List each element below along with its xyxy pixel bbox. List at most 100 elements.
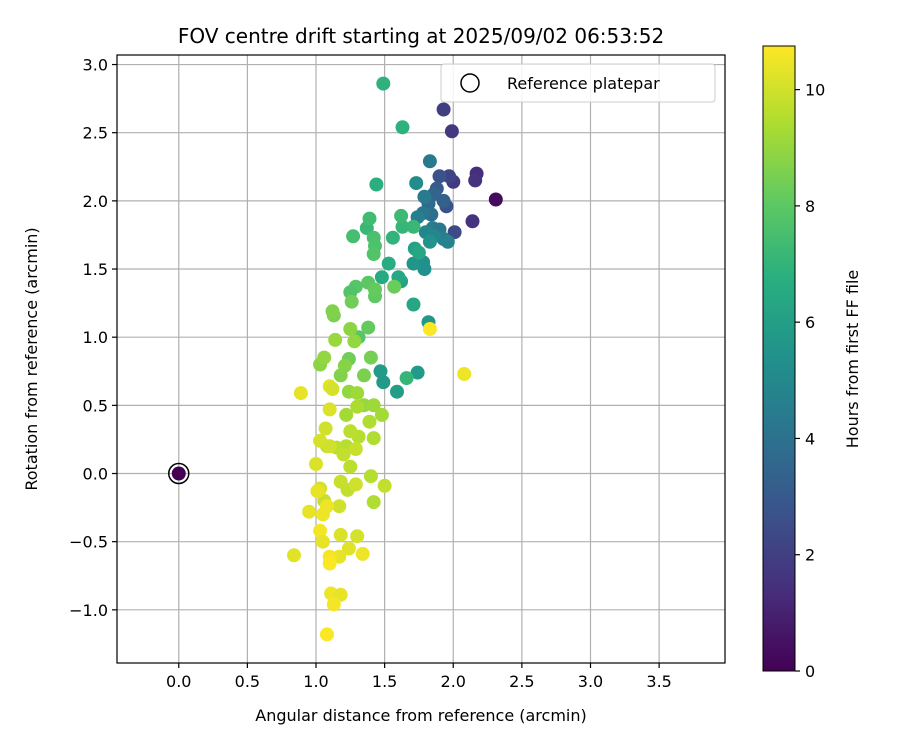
data-point: [376, 375, 391, 390]
data-point: [350, 399, 365, 414]
y-tick-label: 2.0: [83, 192, 108, 211]
data-point: [310, 484, 325, 499]
data-point: [313, 523, 328, 538]
data-point: [287, 548, 301, 563]
y-tick-label: 0.5: [83, 396, 108, 415]
data-point: [411, 245, 426, 260]
y-axis-label: Rotation from reference (arcmin): [22, 227, 41, 490]
y-tick-label: −1.0: [69, 601, 108, 620]
legend-entry-reference: Reference platepar: [507, 74, 660, 93]
legend-marker-icon: [460, 73, 480, 93]
legend-box: [440, 63, 716, 103]
data-point: [366, 431, 381, 446]
data-point: [363, 469, 378, 484]
data-point: [336, 447, 351, 462]
data-point: [390, 384, 404, 399]
reference-marker: [168, 462, 190, 485]
x-tick-label: 2.0: [441, 672, 466, 691]
data-point: [457, 367, 472, 381]
data-point: [362, 211, 377, 226]
y-tick-label: 1.0: [83, 328, 108, 347]
colorbar-ticks: 0 2 4 6 8 10: [795, 81, 825, 681]
colorbar: 0 2 4 6 8 10 Hours from first FF file: [762, 45, 862, 681]
scatter-points: [287, 76, 503, 642]
x-tick-label: 3.5: [646, 672, 671, 691]
data-point: [348, 442, 363, 456]
legend: Reference platepar: [440, 63, 716, 103]
data-point: [436, 102, 451, 117]
data-point: [344, 294, 359, 309]
data-point: [315, 534, 330, 549]
data-point: [465, 214, 480, 229]
data-point: [368, 282, 382, 297]
data-point: [373, 364, 388, 379]
data-point: [399, 371, 414, 386]
data-point: [309, 457, 323, 471]
x-tick-label: 3.0: [578, 672, 603, 691]
data-point: [325, 382, 340, 396]
colorbar-tick-label: 4: [805, 429, 815, 448]
data-point: [333, 527, 348, 542]
data-point: [374, 270, 389, 285]
data-point: [302, 504, 317, 519]
data-point: [488, 192, 503, 207]
data-point: [422, 154, 437, 169]
data-point: [293, 386, 308, 401]
data-point: [444, 124, 459, 139]
data-point: [343, 424, 358, 439]
colorbar-tick-label: 2: [805, 546, 815, 565]
y-tick-label: 2.5: [83, 124, 108, 143]
data-point: [369, 177, 384, 192]
colorbar-tick-label: 0: [805, 662, 815, 681]
data-point: [363, 350, 378, 365]
data-point: [348, 477, 363, 492]
colorbar-tick-label: 6: [805, 313, 815, 332]
data-point: [325, 304, 340, 319]
data-point: [328, 332, 343, 347]
data-point: [361, 320, 376, 335]
data-point: [381, 256, 396, 271]
colorbar-tick-label: 8: [805, 197, 815, 216]
data-point: [395, 219, 410, 234]
data-point: [406, 219, 421, 234]
data-point: [374, 407, 389, 422]
data-point: [366, 398, 381, 413]
data-point: [343, 459, 358, 474]
data-point: [322, 556, 337, 571]
data-point: [320, 627, 334, 642]
data-point: [320, 499, 334, 514]
data-point: [395, 120, 410, 135]
colorbar-tick-label: 10: [805, 81, 825, 100]
y-tick-label: 0.0: [83, 465, 108, 484]
data-point: [442, 169, 457, 184]
data-point: [468, 173, 483, 188]
data-point: [350, 386, 365, 401]
grid: [117, 55, 725, 663]
data-point: [322, 402, 337, 417]
data-point: [377, 478, 392, 493]
data-point: [385, 230, 400, 245]
data-point: [355, 546, 370, 561]
data-point: [357, 368, 371, 383]
y-tick-label: 1.5: [83, 260, 108, 279]
x-tick-label: 1.5: [372, 672, 397, 691]
data-point: [406, 297, 421, 312]
data-point: [332, 499, 347, 514]
y-tick-label: 3.0: [83, 56, 108, 75]
data-point: [337, 358, 352, 373]
data-point: [406, 256, 421, 271]
data-point: [341, 541, 356, 556]
chart-title: FOV centre drift starting at 2025/09/02 …: [178, 24, 664, 48]
y-axis-ticks: −1.0 −0.5 0.0 0.5 1.0 1.5 2.0 2.5 3.0: [69, 56, 117, 620]
data-point: [350, 529, 365, 544]
data-point: [346, 229, 361, 244]
x-tick-label: 0.5: [235, 672, 260, 691]
data-point: [387, 279, 402, 294]
y-tick-label: −0.5: [69, 533, 108, 552]
reference-point: [171, 466, 186, 481]
x-tick-label: 0.0: [166, 672, 191, 691]
data-point: [410, 365, 425, 380]
colorbar-label: Hours from first FF file: [843, 270, 862, 449]
data-point: [322, 439, 337, 454]
